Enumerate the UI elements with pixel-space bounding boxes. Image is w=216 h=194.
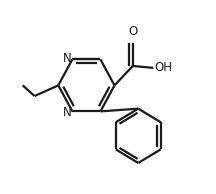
Text: N: N	[63, 106, 72, 119]
Text: OH: OH	[154, 61, 172, 74]
Text: N: N	[63, 52, 72, 65]
Text: O: O	[128, 25, 137, 38]
